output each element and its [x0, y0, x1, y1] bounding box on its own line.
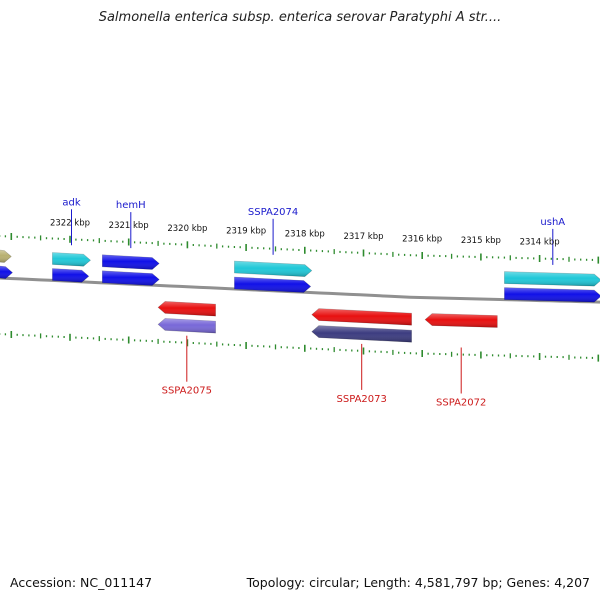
scale-label: 2319 kbp — [226, 227, 266, 237]
topology-text: Topology: circular; Length: 4,581,797 bp… — [246, 575, 590, 590]
feature-labels: adk hemH SSPA2074 ushA SSPA2075 SSPA2073 SSPA2… — [62, 197, 565, 408]
map-title: Salmonella enterica subsp. enterica sero… — [98, 10, 502, 25]
gene-arrow[interactable] — [157, 301, 216, 317]
scale-label: 2317 kbp — [343, 232, 383, 242]
gene-label[interactable]: ushA — [540, 217, 565, 228]
inner-tick-ring — [0, 331, 600, 362]
gene-arrow[interactable] — [102, 270, 160, 286]
scale-label: 2315 kbp — [461, 236, 501, 246]
outer-tick-ring — [0, 233, 600, 264]
gene-label[interactable]: SSPA2072 — [436, 398, 486, 409]
scale-label: 2316 kbp — [402, 235, 442, 245]
gene-features — [0, 249, 600, 343]
gene-arrow[interactable] — [157, 318, 216, 334]
gene-arrow[interactable] — [311, 325, 412, 343]
gene-arrow[interactable] — [424, 313, 498, 328]
gene-arrow[interactable] — [311, 308, 412, 326]
gene-label[interactable]: adk — [62, 197, 80, 208]
gene-arrow[interactable] — [234, 276, 312, 293]
gene-label[interactable]: SSPA2074 — [248, 207, 298, 218]
gene-arrow[interactable] — [52, 252, 91, 267]
scale-label: 2321 kbp — [109, 221, 149, 231]
accession-text: Accession: NC_011147 — [10, 575, 153, 590]
gene-arrow[interactable] — [0, 265, 13, 279]
scale-label: 2322 kbp — [50, 218, 90, 228]
gene-arrow[interactable] — [504, 287, 600, 303]
gene-arrow[interactable] — [504, 271, 600, 287]
gene-arrow[interactable] — [234, 260, 313, 277]
gene-arrow[interactable] — [0, 249, 12, 263]
scale-label: 2320 kbp — [167, 224, 207, 234]
scale-label: 2314 kbp — [520, 238, 560, 248]
gene-arrow[interactable] — [102, 254, 160, 270]
scale-label: 2318 kbp — [285, 229, 325, 239]
gene-label[interactable]: hemH — [116, 200, 146, 211]
gene-arrow[interactable] — [52, 268, 90, 283]
gene-label[interactable]: SSPA2073 — [337, 394, 387, 405]
gene-label[interactable]: SSPA2075 — [162, 386, 212, 397]
scale-labels: 2322 kbp 2321 kbp 2320 kbp 2319 kbp 2318 kbp… — [50, 218, 560, 247]
